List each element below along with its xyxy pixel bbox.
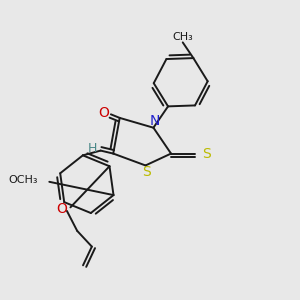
Text: S: S [202, 147, 211, 160]
Text: CH₃: CH₃ [172, 32, 193, 42]
Text: N: N [150, 114, 160, 128]
Text: O: O [98, 106, 109, 120]
Text: OCH₃: OCH₃ [8, 175, 38, 185]
Text: H: H [88, 142, 97, 155]
Text: S: S [142, 165, 152, 179]
Text: O: O [56, 202, 67, 216]
